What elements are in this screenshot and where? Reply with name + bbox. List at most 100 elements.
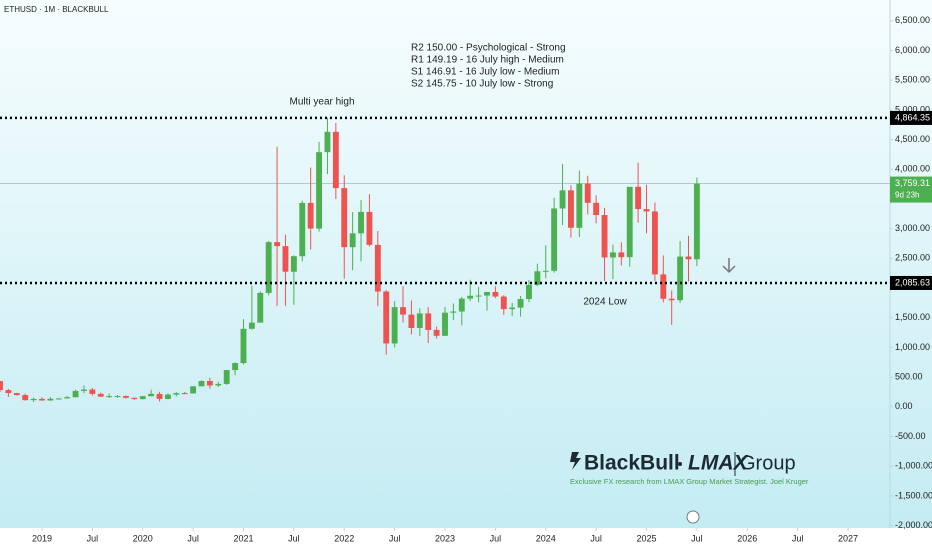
- candle-body: [374, 244, 381, 292]
- brand-partner: LMAX: [688, 452, 749, 475]
- candle-body: [526, 284, 532, 300]
- candle-body: [324, 131, 331, 153]
- y-tick-label: 500.00: [895, 372, 923, 382]
- tagline: Exclusive FX research from LMAX Group Ma…: [570, 477, 809, 486]
- candle-body: [206, 381, 213, 386]
- candle-body: [391, 307, 398, 344]
- y-tick-label: -1,500.00: [895, 490, 932, 500]
- y-tick-label: -1,000.00: [895, 461, 932, 471]
- candle-body: [416, 313, 423, 328]
- note: R2 150.00 - Psychological - Strong: [411, 43, 566, 54]
- candle-body: [22, 395, 29, 401]
- candle-body: [223, 370, 230, 384]
- x-tick-label: Jul: [590, 533, 602, 543]
- y-tick-label: 5,500.00: [895, 75, 930, 85]
- candle-body: [492, 291, 499, 297]
- candle-body: [458, 298, 465, 312]
- candle-body: [240, 328, 247, 364]
- note: S1 146.91 - 16 July low - Medium: [411, 67, 559, 78]
- candle-body: [685, 256, 692, 260]
- countdown-label: 9d 23h: [895, 191, 919, 200]
- candle-body: [248, 322, 255, 329]
- candle-body: [660, 274, 667, 299]
- candle-body: [551, 208, 558, 271]
- brand-group: Group: [740, 452, 796, 474]
- candle-body: [635, 186, 642, 210]
- candle-body: [13, 393, 20, 396]
- y-tick-label: 5,000.00: [895, 104, 930, 114]
- candle-body: [383, 291, 390, 344]
- plot: [0, 116, 890, 403]
- candle-body: [509, 307, 516, 310]
- annotation: Multi year high: [289, 97, 354, 108]
- candle-body: [467, 295, 474, 299]
- candle-body: [568, 190, 574, 228]
- last-price-label: 3,759.31: [895, 178, 930, 188]
- candle-body: [299, 202, 306, 257]
- candle-body: [282, 246, 289, 272]
- y-tick-label: 0.00: [895, 401, 913, 411]
- candle-body: [593, 202, 600, 216]
- candle-body: [609, 252, 616, 258]
- candle-body: [164, 394, 171, 399]
- candle-body: [72, 390, 79, 398]
- candle-body: [97, 393, 104, 397]
- candle-body: [677, 256, 684, 301]
- candle-body: [693, 183, 700, 260]
- candle-body: [64, 397, 71, 399]
- candle-body: [534, 271, 541, 285]
- candle-body: [517, 299, 524, 308]
- candle-body: [89, 389, 96, 394]
- candle-body: [643, 209, 650, 212]
- candle-body: [0, 381, 3, 391]
- candle-body: [198, 381, 205, 387]
- candle-body: [450, 311, 457, 313]
- candle-body: [442, 312, 448, 336]
- x-tick-label: 2027: [838, 533, 858, 543]
- x-tick-label: Jul: [792, 533, 804, 543]
- candle-body: [190, 386, 197, 394]
- candle-body: [618, 252, 625, 258]
- y-tick-label: 2,500.00: [895, 253, 930, 263]
- candle-body: [601, 215, 608, 258]
- candle-body: [39, 398, 45, 401]
- candle-body: [232, 363, 239, 371]
- y-tick-label: 1,000.00: [895, 342, 930, 352]
- candle-body: [366, 211, 373, 245]
- level-label-bg: [890, 275, 932, 290]
- candle-body: [181, 393, 188, 395]
- candle-body: [290, 256, 297, 272]
- x-tick-label: Jul: [691, 533, 703, 543]
- candle-body: [131, 397, 138, 400]
- y-tick-label: 3,000.00: [895, 223, 930, 233]
- candle-body: [584, 183, 591, 203]
- annotation: 2024 Low: [583, 297, 627, 308]
- candle-body: [542, 270, 549, 272]
- logo: BlackBull LMAX Group Exclusive FX resear…: [570, 452, 809, 486]
- candle-body: [651, 211, 658, 275]
- candle-body: [123, 396, 129, 398]
- x-axis-band: [0, 528, 932, 550]
- x-tick-label: 2021: [233, 533, 253, 543]
- candle-body: [358, 211, 364, 234]
- x-tick-label: 2020: [133, 533, 153, 543]
- x-tick-label: 2019: [32, 533, 52, 543]
- y-tick-label: 1,500.00: [895, 312, 930, 322]
- background: [0, 0, 932, 528]
- candle-body: [173, 393, 180, 395]
- y-tick-label: 4,500.00: [895, 134, 930, 144]
- candle-body: [215, 383, 222, 386]
- level-label-bg: [890, 110, 932, 125]
- candle-body: [274, 242, 281, 247]
- note: S2 145.75 - 10 July low - Strong: [411, 79, 553, 90]
- x-tick-label: 2025: [636, 533, 656, 543]
- brand-name: BlackBull: [584, 452, 680, 475]
- candle-body: [47, 398, 54, 401]
- x-tick-label: 2023: [435, 533, 455, 543]
- candle-body: [576, 183, 583, 228]
- candle-body: [55, 398, 62, 400]
- candle-body: [148, 393, 155, 397]
- x-tick-label: 2022: [334, 533, 354, 543]
- y-tick-label: 6,000.00: [895, 45, 930, 55]
